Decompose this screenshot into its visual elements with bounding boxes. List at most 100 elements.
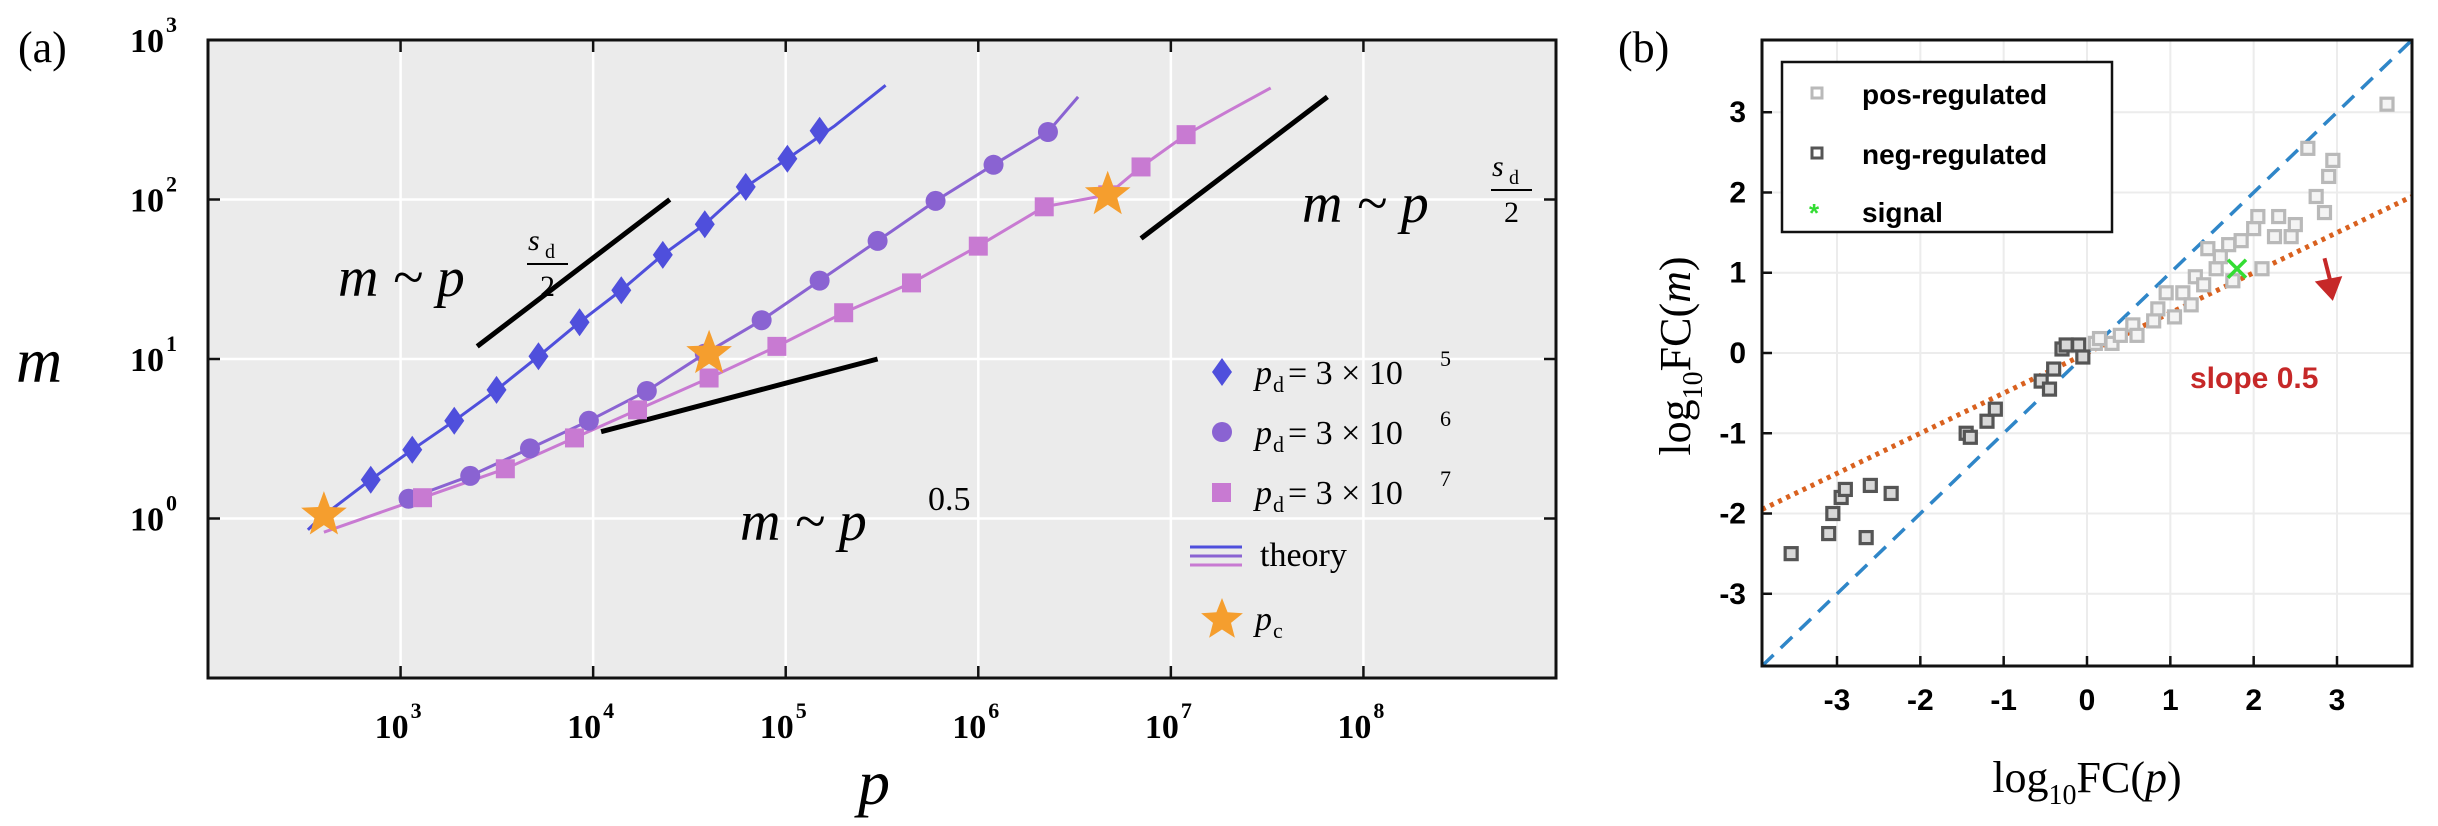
diamond-marker [569,308,590,337]
tick-label-y: 10 [130,502,164,539]
square-marker [1131,157,1151,177]
svg-text:p: p [1253,355,1272,392]
svg-text:m ~ p: m ~ p [338,247,465,309]
tick-label-x: 10 [1145,709,1179,746]
guide-line-2 [600,356,879,435]
tick-label-x-exp: 8 [1373,698,1384,723]
square-marker [699,368,719,388]
arrowhead-icon [2314,276,2343,301]
pos-point [2150,301,2166,317]
legend-item-pos: pos-regulated [1810,79,2047,110]
guide-line-3 [1139,94,1329,241]
star-marker-icon [301,491,347,535]
circle-marker [867,230,888,251]
tick-label-x: 1 [2162,684,2179,717]
svg-text:d: d [1509,167,1519,189]
pos-point [2300,140,2316,156]
slope-annotation: slope 0.5 [2190,257,2343,395]
tick-label-y: 1 [1729,257,1746,290]
svg-text:2: 2 [540,270,555,303]
panel-a-guide-lines [475,94,1329,435]
circle-marker [925,190,946,211]
diamond-marker-icon [1212,358,1232,386]
neg-point [2058,337,2074,353]
pos-point [2325,152,2341,168]
svg-text:c: c [1273,618,1283,643]
tick-label-x-exp: 5 [796,698,807,723]
neg-point [1962,429,1978,445]
tick-label-x: -3 [1824,684,1851,717]
panel-a-legend: p d = 3 × 10 5 p d = 3 × 10 6 p d = 3 × … [1190,346,1451,643]
legend-item-pd-3e5: p d = 3 × 10 5 [1212,346,1451,397]
diamond-marker [486,375,507,404]
tick-label-x: 2 [2245,684,2262,717]
tick-label-x-exp: 3 [411,698,422,723]
panel-b-label: (b) [1618,23,1669,72]
tick-label-y: 0 [1729,337,1746,370]
svg-text:log10FC(m): log10FC(m) [1651,256,1709,455]
neg-point [1979,413,1995,429]
svg-text:2: 2 [1504,196,1519,229]
svg-text:= 3 × 10: = 3 × 10 [1288,355,1403,392]
pos-point [2233,233,2249,249]
circle-marker [578,410,599,431]
panel-a-x-label: p [854,747,890,818]
tick-label-y: -2 [1719,498,1746,531]
neg-point [1883,485,1899,502]
neg-point [2041,381,2058,397]
pos-point [2221,237,2237,253]
circle-marker [636,381,657,402]
panel-a-annotation-right: m ~ p s d 2 [1302,150,1532,235]
panel-a-label: (a) [18,23,67,72]
circle-marker [751,310,772,331]
tick-label-y: 3 [1729,96,1746,129]
slope-label: slope 0.5 [2190,362,2318,395]
diamond-marker [809,116,830,145]
asterisk-icon: * [1809,198,1820,228]
panel-b-y-label: log10FC(m) [1651,256,1709,455]
pos-point [2266,229,2283,245]
pos-point [2271,208,2287,225]
pos-point [2250,208,2266,225]
panel-b-legend: pos-regulated neg-regulated * signal [1780,60,2114,234]
svg-text:log10FC(p): log10FC(p) [1992,753,2181,811]
square-marker-icon [1810,86,1824,100]
square-marker [413,488,433,508]
tick-label-x-exp: 4 [603,698,614,723]
legend-item-pd-3e6: p d = 3 × 10 6 [1212,406,1451,457]
svg-text:= 3 × 10: = 3 × 10 [1288,475,1403,512]
svg-text:s: s [1492,150,1504,183]
star-marker-icon [1201,598,1243,638]
diamond-marker [777,144,798,173]
star-marker-icon [686,329,732,374]
svg-text:p: p [1253,601,1272,638]
circle-marker [460,465,481,486]
pos-point [2200,241,2216,257]
pos-point [2208,261,2224,277]
svg-text:0.5: 0.5 [928,481,971,518]
square-marker [767,336,787,356]
square-marker [628,400,648,420]
diamond-marker [444,406,465,435]
circle-marker [809,270,830,291]
svg-text:= 3 × 10: = 3 × 10 [1288,415,1403,452]
neg-point [1821,525,1837,542]
panel-a-y-label: m [16,325,62,396]
svg-text:theory: theory [1260,537,1347,574]
pos-point [2091,330,2108,347]
neg-point [1862,477,1878,494]
circle-marker [519,438,540,459]
tick-label-x: 10 [375,709,409,746]
svg-text:d: d [1273,372,1284,397]
legend-item-pc: p c [1201,598,1283,643]
tick-label-x: 10 [760,709,794,746]
square-marker-icon [1212,483,1231,502]
tick-label-x: 10 [952,709,986,746]
tick-label-y: 10 [130,342,164,379]
tick-label-y: 10 [130,183,164,220]
panel-b-x-label: log10FC(p) [1992,753,2181,811]
panel-a-frame [206,38,1558,680]
svg-text:p: p [1253,475,1272,512]
pos-point [2166,309,2183,325]
theory-line-3 [323,86,1272,534]
